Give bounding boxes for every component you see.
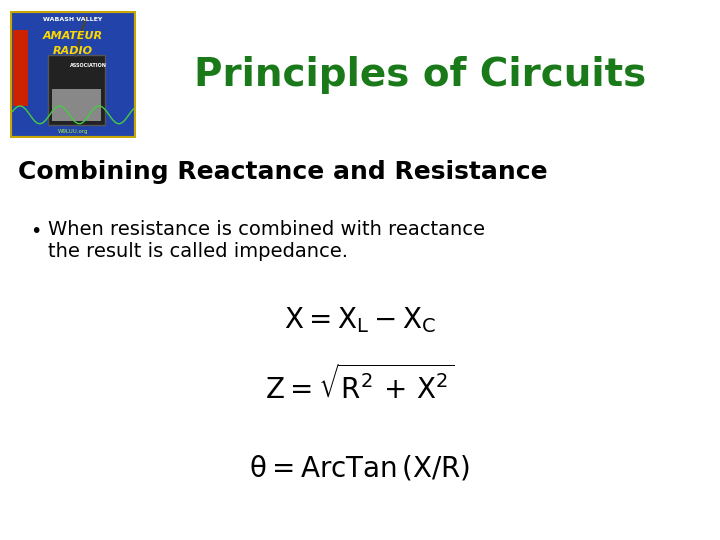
Text: RADIO: RADIO bbox=[53, 46, 93, 56]
Text: •: • bbox=[30, 222, 41, 241]
Text: the result is called impedance.: the result is called impedance. bbox=[48, 242, 348, 261]
Bar bbox=[48, 55, 104, 125]
Text: Principles of Circuits: Principles of Circuits bbox=[194, 56, 646, 94]
Text: WABASH VALLEY: WABASH VALLEY bbox=[43, 17, 103, 22]
Text: $\mathsf{\theta = ArcTan\,(X/R)}$: $\mathsf{\theta = ArcTan\,(X/R)}$ bbox=[249, 454, 471, 483]
Text: ASSOCIATION: ASSOCIATION bbox=[70, 63, 107, 68]
Text: $\mathsf{Z = \sqrt{R^2\,+\,X^2}}$: $\mathsf{Z = \sqrt{R^2\,+\,X^2}}$ bbox=[265, 365, 455, 405]
Text: When resistance is combined with reactance: When resistance is combined with reactan… bbox=[48, 220, 485, 239]
Bar bbox=[13, 74, 27, 106]
Bar bbox=[52, 90, 101, 121]
Bar bbox=[13, 43, 27, 80]
Text: AMATEUR: AMATEUR bbox=[43, 31, 103, 41]
Bar bbox=[13, 30, 27, 93]
Text: Combining Reactance and Resistance: Combining Reactance and Resistance bbox=[18, 160, 548, 184]
Text: W9LUU.org: W9LUU.org bbox=[58, 129, 89, 134]
Text: $\mathsf{X = X_L - X_C}$: $\mathsf{X = X_L - X_C}$ bbox=[284, 305, 436, 335]
